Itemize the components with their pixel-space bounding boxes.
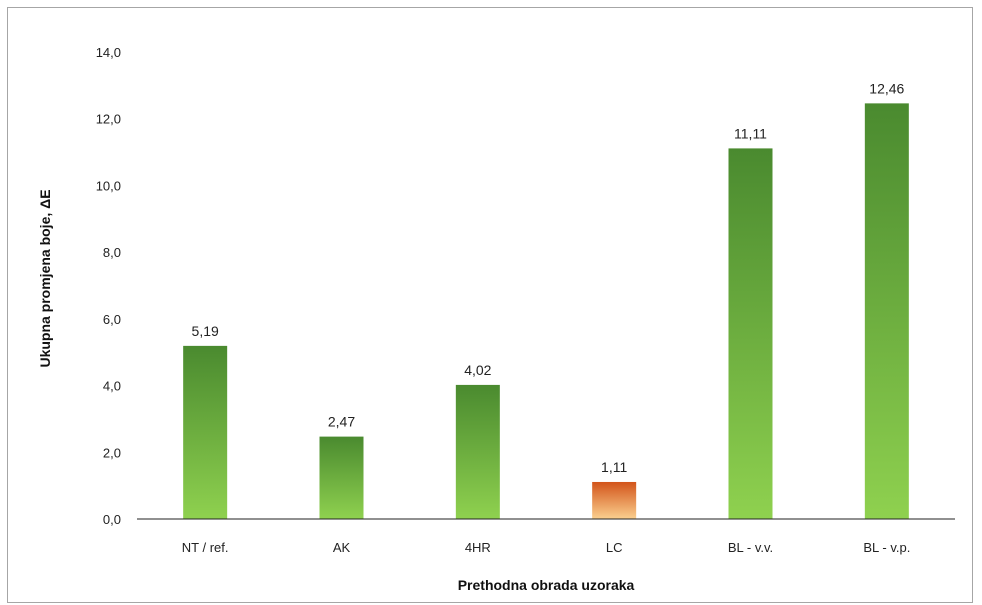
x-category-label: NT / ref.	[182, 540, 229, 555]
bar-3	[592, 481, 637, 519]
x-category-label: LC	[606, 540, 623, 555]
bar-5	[864, 103, 909, 520]
bars	[183, 103, 909, 520]
x-category-label: 4HR	[465, 540, 491, 555]
bar-1	[319, 436, 364, 519]
y-tick-label: 8,0	[103, 245, 121, 260]
bar-0	[183, 345, 228, 519]
y-tick-label: 10,0	[96, 178, 121, 193]
y-axis-ticks: 0,0 2,0 4,0 6,0 8,0 10,0 12,0 14,0	[96, 45, 121, 527]
data-label: 1,11	[601, 459, 627, 475]
y-tick-label: 6,0	[103, 312, 121, 327]
y-axis-title: Ukupna promjena boje, ΔE	[37, 189, 53, 367]
x-axis-categories: NT / ref. AK 4HR LC BL - v.v. BL - v.p.	[182, 540, 911, 555]
bar-2	[455, 384, 500, 519]
x-category-label: AK	[333, 540, 351, 555]
x-axis-title: Prethodna obrada uzoraka	[458, 577, 635, 593]
y-tick-label: 2,0	[103, 445, 121, 460]
bar-4	[728, 148, 773, 519]
y-tick-label: 14,0	[96, 45, 121, 60]
y-tick-label: 0,0	[103, 512, 121, 527]
x-category-label: BL - v.v.	[728, 540, 773, 555]
data-label: 4,02	[464, 362, 491, 378]
data-label: 5,19	[192, 323, 219, 339]
data-label: 12,46	[869, 80, 904, 96]
y-tick-label: 4,0	[103, 379, 121, 394]
data-label: 2,47	[328, 414, 355, 430]
data-label: 11,11	[734, 125, 767, 141]
y-tick-label: 12,0	[96, 112, 121, 127]
data-labels: 5,19 2,47 4,02 1,11 11,11 12,46	[192, 80, 905, 475]
x-category-label: BL - v.p.	[863, 540, 910, 555]
